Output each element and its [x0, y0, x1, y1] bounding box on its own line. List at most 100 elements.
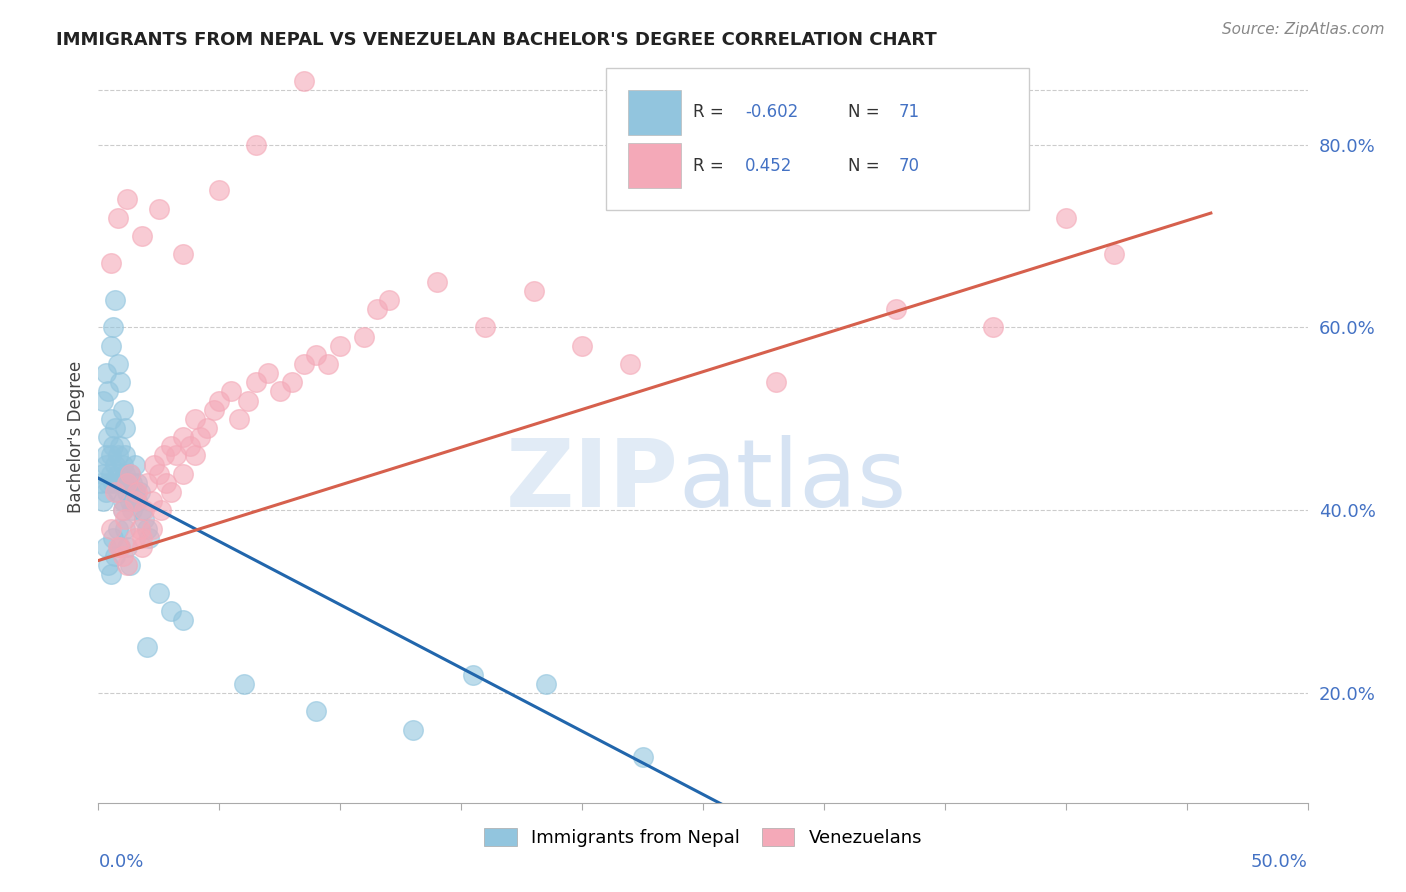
- Legend: Immigrants from Nepal, Venezuelans: Immigrants from Nepal, Venezuelans: [475, 819, 931, 856]
- Point: [118, 494, 141, 508]
- Point: [104, 421, 127, 435]
- Point: [160, 439, 183, 453]
- Point: [172, 430, 194, 444]
- Point: [94, 485, 117, 500]
- Text: atlas: atlas: [679, 435, 907, 527]
- Text: 71: 71: [898, 103, 920, 121]
- Point: [107, 467, 129, 481]
- Point: [981, 320, 1004, 334]
- Point: [160, 604, 183, 618]
- Point: [184, 412, 207, 426]
- Point: [124, 531, 146, 545]
- Text: -0.602: -0.602: [745, 103, 799, 121]
- Point: [886, 302, 908, 317]
- Point: [135, 475, 157, 490]
- Point: [195, 421, 218, 435]
- Point: [463, 667, 485, 681]
- Point: [117, 475, 139, 490]
- Point: [111, 458, 134, 472]
- Point: [184, 448, 207, 462]
- Point: [155, 475, 177, 490]
- Point: [100, 256, 122, 270]
- Point: [269, 384, 291, 399]
- Point: [124, 458, 146, 472]
- Point: [94, 448, 117, 462]
- Point: [160, 485, 183, 500]
- Point: [94, 458, 117, 472]
- Point: [107, 448, 129, 462]
- Point: [111, 402, 134, 417]
- Point: [523, 284, 546, 298]
- Point: [172, 247, 194, 261]
- Point: [138, 531, 160, 545]
- Point: [124, 494, 146, 508]
- Point: [107, 540, 129, 554]
- Text: N =: N =: [848, 103, 884, 121]
- Point: [101, 439, 124, 453]
- Point: [104, 458, 127, 472]
- Y-axis label: Bachelor's Degree: Bachelor's Degree: [66, 361, 84, 513]
- Point: [100, 467, 122, 481]
- Point: [426, 275, 449, 289]
- Point: [150, 503, 173, 517]
- Point: [141, 521, 163, 535]
- Point: [292, 357, 315, 371]
- Point: [208, 183, 231, 197]
- Text: R =: R =: [693, 157, 730, 175]
- Point: [128, 521, 150, 535]
- Point: [305, 705, 328, 719]
- Point: [97, 430, 120, 444]
- Point: [204, 402, 226, 417]
- Point: [111, 503, 134, 517]
- Point: [134, 503, 156, 517]
- Text: ZIP: ZIP: [506, 435, 679, 527]
- Point: [135, 521, 157, 535]
- Point: [353, 329, 375, 343]
- Point: [104, 549, 127, 563]
- Text: 70: 70: [898, 157, 920, 175]
- Point: [172, 467, 194, 481]
- Point: [104, 485, 127, 500]
- Point: [134, 512, 156, 526]
- Point: [228, 412, 250, 426]
- Point: [1054, 211, 1077, 225]
- Point: [148, 467, 170, 481]
- Point: [114, 448, 136, 462]
- Point: [124, 485, 146, 500]
- Point: [117, 193, 139, 207]
- Point: [143, 458, 166, 472]
- Point: [111, 549, 134, 563]
- Point: [108, 475, 131, 490]
- Point: [111, 503, 134, 517]
- Point: [329, 339, 352, 353]
- Point: [221, 384, 243, 399]
- Point: [94, 366, 117, 380]
- FancyBboxPatch shape: [606, 68, 1029, 211]
- Text: 0.0%: 0.0%: [98, 853, 143, 871]
- Point: [377, 293, 399, 307]
- Point: [97, 475, 120, 490]
- Point: [121, 503, 143, 517]
- Point: [402, 723, 425, 737]
- Point: [148, 585, 170, 599]
- Point: [127, 494, 149, 508]
- Point: [108, 375, 131, 389]
- Point: [114, 512, 136, 526]
- Point: [107, 357, 129, 371]
- Point: [619, 357, 641, 371]
- Text: N =: N =: [848, 157, 884, 175]
- Point: [238, 393, 260, 408]
- Text: IMMIGRANTS FROM NEPAL VS VENEZUELAN BACHELOR'S DEGREE CORRELATION CHART: IMMIGRANTS FROM NEPAL VS VENEZUELAN BACH…: [56, 31, 936, 49]
- Point: [100, 521, 122, 535]
- Point: [104, 293, 127, 307]
- Point: [152, 448, 174, 462]
- Point: [117, 475, 139, 490]
- Point: [131, 503, 153, 517]
- Point: [172, 613, 194, 627]
- Point: [281, 375, 304, 389]
- Point: [232, 677, 254, 691]
- Point: [765, 375, 787, 389]
- Point: [1102, 247, 1125, 261]
- Point: [97, 384, 120, 399]
- Point: [108, 540, 131, 554]
